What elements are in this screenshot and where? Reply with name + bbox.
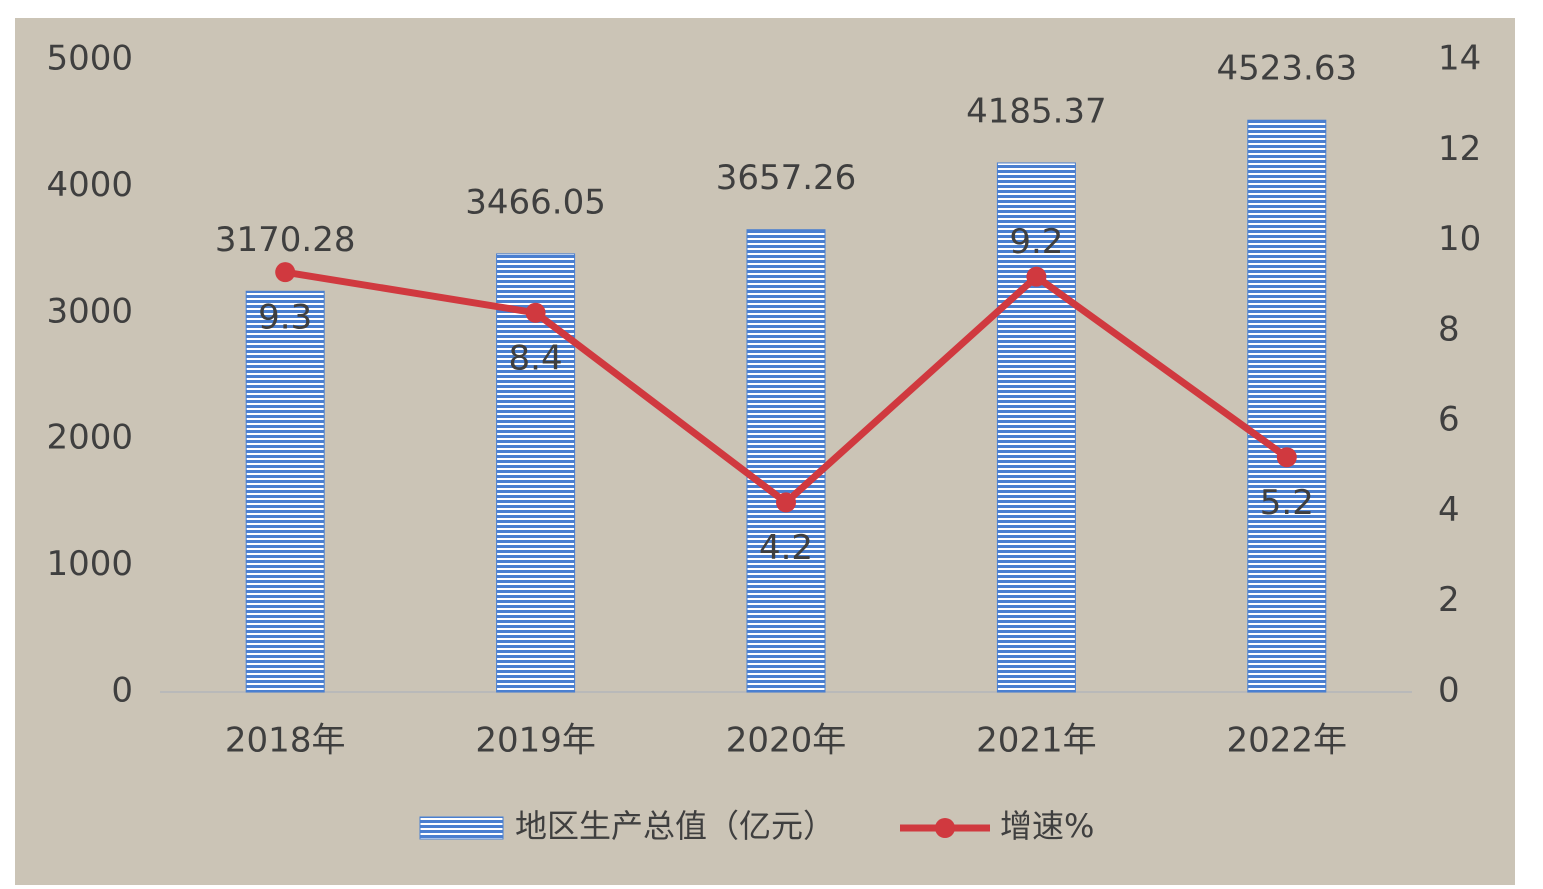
y2-tick-label: 4 [1438, 490, 1460, 530]
bar-value-label: 3466.05 [465, 182, 606, 222]
bar [496, 253, 576, 693]
y2-tick-label: 12 [1438, 129, 1481, 169]
legend-swatch [935, 818, 955, 838]
legend-swatch [419, 816, 504, 840]
y2-tick-label: 14 [1438, 39, 1481, 79]
line-value-label: 8.4 [509, 338, 563, 378]
bar-value-label: 4185.37 [966, 91, 1107, 131]
x-tick-label: 2021年 [976, 721, 1097, 761]
y-tick-label: 2000 [46, 418, 133, 458]
line-point [1026, 266, 1047, 287]
line-point [1276, 447, 1297, 468]
legend-label: 增速% [1000, 807, 1094, 845]
y-tick-label: 3000 [46, 291, 133, 331]
y2-tick-label: 0 [1438, 671, 1460, 711]
y-tick-label: 1000 [46, 544, 133, 584]
line-value-label: 4.2 [759, 528, 813, 568]
y2-tick-label: 8 [1438, 309, 1460, 349]
line-value-label: 5.2 [1260, 483, 1314, 523]
bar [245, 290, 325, 693]
x-tick-label: 2020年 [726, 721, 847, 761]
y-tick-label: 4000 [46, 165, 133, 205]
line-value-label: 9.2 [1009, 222, 1063, 262]
y2-tick-label: 2 [1438, 580, 1460, 620]
x-tick-label: 2019年 [475, 721, 596, 761]
line-point [275, 262, 296, 283]
bar [1247, 119, 1327, 693]
x-tick-label: 2022年 [1227, 721, 1348, 761]
y2-tick-label: 6 [1438, 400, 1460, 440]
y2-tick-label: 10 [1438, 219, 1481, 259]
x-tick-label: 2018年 [225, 721, 346, 761]
line-value-label: 9.3 [258, 298, 312, 338]
legend-label: 地区生产总值（亿元） [515, 807, 835, 845]
bar [996, 162, 1076, 693]
bar [746, 229, 826, 693]
bar-value-label: 4523.63 [1216, 49, 1357, 89]
y-tick-label: 5000 [46, 39, 133, 79]
line-point [776, 492, 796, 513]
line-point [525, 302, 546, 323]
bar-value-label: 3170.28 [215, 220, 356, 260]
bar-value-label: 3657.26 [716, 158, 857, 198]
y-tick-label: 0 [111, 671, 133, 711]
